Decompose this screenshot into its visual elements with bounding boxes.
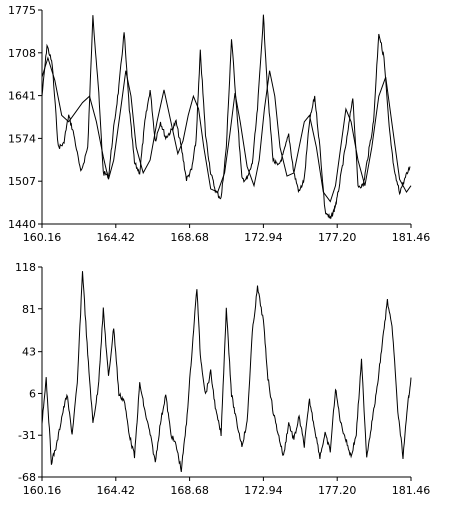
chart-top-x-tick-label: 181.46 [392,231,431,244]
chart-top-y-tick-label: 1440 [8,218,36,231]
chart-top-x-tick-label: 177.20 [318,231,357,244]
chart-top-y-tick-label: 1641 [8,90,36,103]
chart-bottom-series-1-line [41,271,412,472]
chart-top-y-tick-label: 1775 [8,4,36,17]
chart-top-x-tick-label: 160.16 [23,231,62,244]
chart-top-series-1-line [41,14,411,220]
chart-bottom-x-tick-label: 177.20 [318,484,357,497]
chart-bottom-y-tick-label: 81 [22,303,36,316]
chart-bottom-y-tick-label: 6 [29,387,36,400]
chart-top-y-tick-label: 1507 [8,175,36,188]
chart-top-y-tick-label: 1708 [8,47,36,60]
chart-bottom-x-tick-label: 164.42 [97,484,136,497]
chart-bottom-y-tick-label: 43 [22,346,36,359]
chart-bottom-x-tick-label: 172.94 [244,484,283,497]
chart-bottom-x-tick-label: 168.68 [170,484,209,497]
chart-bottom-x-tick-label: 181.46 [392,484,431,497]
chart-bottom-y-tick-label: 118 [15,261,36,274]
chart-bottom-y-tick-label: -31 [18,429,36,442]
chart-bottom-y-tick-label: -68 [18,471,36,484]
chart-top-series-2-line [41,56,412,203]
chart-bottom-x-tick-label: 160.16 [23,484,62,497]
chart-top-y-tick-label: 1574 [8,132,36,145]
chart-top-x-tick-label: 168.68 [170,231,209,244]
chart-top-x-tick-label: 172.94 [244,231,283,244]
chart-top-x-tick-label: 164.42 [97,231,136,244]
